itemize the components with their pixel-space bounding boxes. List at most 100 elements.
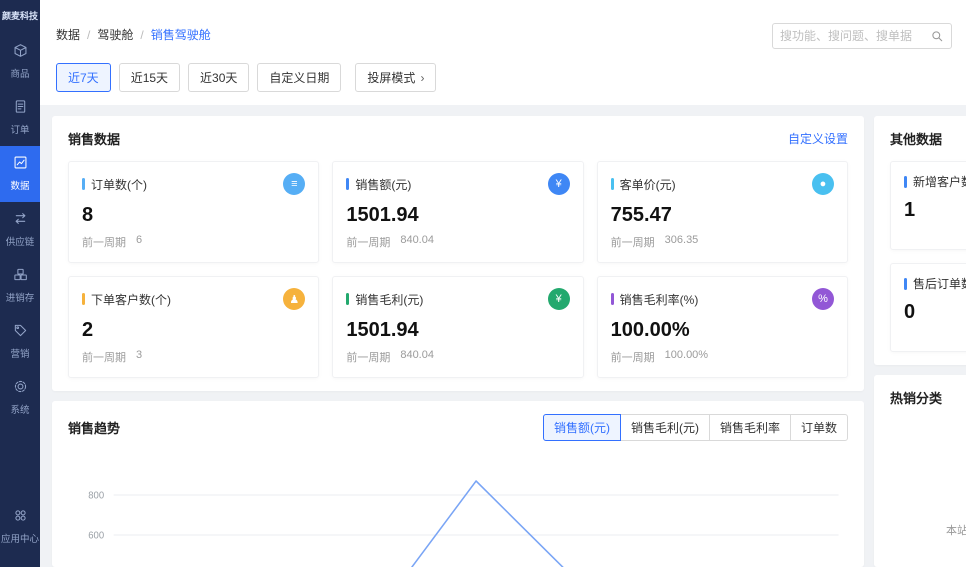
sidebar: 颜麦科技 商品 订单 数据 供应链 进销存 — [0, 0, 40, 567]
other-data-title: 其他数据 — [890, 132, 943, 147]
exchange-arrows-icon — [13, 211, 28, 231]
metrics-grid: 订单数(个) ≡ 8 前一周期 6 销售额(元) ¥ 1501.94 — [68, 161, 848, 378]
metric-tile-gross-profit: 销售毛利(元) ¥ 1501.94 前一周期 840.04 — [332, 276, 584, 378]
right-column: 其他数据 新增客户数(个) 1 售后订单数(个) 0 — [874, 116, 966, 567]
sales-data-card: 销售数据 自定义设置 订单数(个) ≡ 8 前一周期 6 — [52, 116, 864, 391]
sidebar-item-label: 应用中心 — [0, 534, 39, 545]
sidebar-nav: 商品 订单 数据 供应链 进销存 营销 — [0, 34, 40, 426]
search-icon[interactable] — [931, 30, 944, 43]
accent-bar — [82, 178, 85, 190]
metric-value: 755.47 — [610, 204, 672, 226]
breadcrumb-separator: / — [87, 27, 91, 42]
sidebar-item-system[interactable]: 系统 — [0, 370, 40, 426]
metric-tile-avg-order-value: 客单价(元) ● 755.47 前一周期 306.35 — [596, 161, 848, 263]
chart-icon — [13, 155, 28, 175]
filter-last-7-days[interactable]: 近7天 — [56, 63, 111, 92]
trend-metric-switch: 销售额(元) 销售毛利(元) 销售毛利率 订单数 — [542, 414, 848, 441]
sidebar-item-label: 系统 — [10, 405, 30, 416]
svg-text:800: 800 — [88, 490, 104, 501]
breadcrumb-item-cockpit[interactable]: 驾驶舱 — [97, 28, 134, 42]
trend-chart: 200400600800 — [68, 455, 848, 567]
filter-last-15-days[interactable]: 近15天 — [118, 63, 181, 92]
breadcrumb-separator: / — [140, 27, 144, 42]
metric-label: 销售额(元) — [355, 177, 412, 192]
sidebar-item-app-center[interactable]: 应用中心 — [0, 499, 40, 555]
sales-trend-title: 销售趋势 — [68, 421, 121, 436]
trend-tab-order-count[interactable]: 订单数 — [789, 414, 848, 441]
gross-margin-icon: % — [811, 288, 834, 310]
screen-mode-label: 投屏模式 — [367, 71, 416, 85]
content: 销售数据 自定义设置 订单数(个) ≡ 8 前一周期 6 — [40, 105, 966, 567]
metric-prev: 前一周期 306.35 — [610, 234, 699, 249]
trend-tab-gross-margin[interactable]: 销售毛利率 — [708, 414, 791, 441]
sidebar-item-inventory[interactable]: 进销存 — [0, 258, 40, 314]
hot-category-card: 热销分类 本站分类数据 — [874, 375, 966, 567]
metric-label: 售后订单数(个) — [913, 277, 966, 291]
filter-last-30-days[interactable]: 近30天 — [188, 63, 250, 92]
metric-prev: 前一周期 100.00% — [610, 349, 709, 364]
metric-label: 销售毛利率(%) — [619, 292, 699, 307]
accent-bar — [82, 293, 85, 305]
logo: 颜麦科技 — [1, 11, 38, 21]
sidebar-item-label: 商品 — [10, 69, 30, 80]
custom-settings-link[interactable]: 自定义设置 — [787, 132, 848, 146]
metric-tile-gross-margin: 销售毛利率(%) % 100.00% 前一周期 100.00% — [596, 276, 848, 378]
sidebar-item-marketing[interactable]: 营销 — [0, 314, 40, 370]
customer-count-icon: ♟ — [283, 288, 306, 310]
metric-value: 2 — [82, 319, 94, 341]
trend-tab-gross-profit[interactable]: 销售毛利(元) — [619, 414, 710, 441]
metric-tile-order-count: 订单数(个) ≡ 8 前一周期 6 — [68, 161, 320, 263]
metric-tile-sales-amount: 销售额(元) ¥ 1501.94 前一周期 840.04 — [332, 161, 584, 263]
metric-label: 销售毛利(元) — [355, 292, 424, 307]
metric-value: 100.00% — [610, 319, 690, 341]
metric-value: 0 — [904, 301, 916, 323]
apps-icon — [13, 508, 28, 528]
search-input[interactable] — [780, 29, 931, 43]
metric-tile-new-customers: 新增客户数(个) 1 — [890, 161, 966, 250]
metric-prev: 前一周期 6 — [82, 234, 143, 249]
gear-icon — [13, 379, 28, 399]
metric-prev: 前一周期 840.04 — [346, 234, 434, 249]
filter-bar: 近7天 近15天 近30天 自定义日期 投屏模式 › — [40, 54, 966, 105]
order-count-icon: ≡ — [283, 173, 306, 195]
sales-trend-card: 销售趋势 销售额(元) 销售毛利(元) 销售毛利率 订单数 2004006008… — [52, 401, 864, 567]
other-data-header: 其他数据 — [890, 129, 966, 148]
sidebar-item-orders[interactable]: 订单 — [0, 90, 40, 146]
topbar: 数据 / 驾驶舱 / 销售驾驶舱 — [40, 0, 966, 54]
metric-label: 客单价(元) — [619, 177, 676, 192]
sidebar-item-label: 进销存 — [5, 293, 35, 304]
accent-bar — [904, 277, 907, 290]
sidebar-item-label: 订单 — [10, 125, 30, 136]
tag-icon — [13, 323, 28, 343]
metric-value: 1501.94 — [346, 204, 419, 226]
screen-mode-button[interactable]: 投屏模式 › — [355, 63, 437, 92]
metric-prev: 前一周期 3 — [82, 349, 143, 364]
main-area: 数据 / 驾驶舱 / 销售驾驶舱 近7天 近15天 近30天 自定义日期 投屏模… — [40, 0, 966, 567]
left-column: 销售数据 自定义设置 订单数(个) ≡ 8 前一周期 6 — [52, 116, 864, 567]
sidebar-item-supply-chain[interactable]: 供应链 — [0, 202, 40, 258]
metric-label: 订单数(个) — [91, 177, 147, 192]
svg-text:600: 600 — [88, 530, 104, 541]
sidebar-item-label: 营销 — [10, 349, 30, 360]
trend-tab-sales-amount[interactable]: 销售额(元) — [542, 414, 621, 441]
metric-tile-customer-count: 下单客户数(个) ♟ 2 前一周期 3 — [68, 276, 320, 378]
filter-custom-date[interactable]: 自定义日期 — [257, 63, 342, 92]
breadcrumb-item-sales-cockpit[interactable]: 销售驾驶舱 — [150, 28, 211, 42]
metric-prev: 前一周期 840.04 — [346, 349, 434, 364]
sales-amount-icon: ¥ — [547, 173, 570, 195]
sales-trend-header: 销售趋势 销售额(元) 销售毛利(元) 销售毛利率 订单数 — [68, 414, 848, 441]
metric-label: 新增客户数(个) — [913, 175, 966, 189]
metric-tile-after-sale-orders: 售后订单数(个) 0 — [890, 263, 966, 352]
sidebar-item-goods[interactable]: 商品 — [0, 34, 40, 90]
accent-bar — [346, 178, 350, 190]
sidebar-item-data[interactable]: 数据 — [0, 146, 40, 202]
boxes-icon — [13, 267, 28, 287]
accent-bar — [904, 175, 907, 188]
breadcrumb-item-data[interactable]: 数据 — [56, 28, 81, 42]
trend-line-chart: 200400600800 — [88, 480, 839, 567]
other-data-card: 其他数据 新增客户数(个) 1 售后订单数(个) 0 — [874, 116, 966, 365]
gross-profit-icon: ¥ — [547, 288, 570, 310]
search-box[interactable] — [772, 23, 952, 49]
accent-bar — [610, 293, 614, 305]
hot-category-note: 本站分类数据 — [946, 525, 966, 537]
